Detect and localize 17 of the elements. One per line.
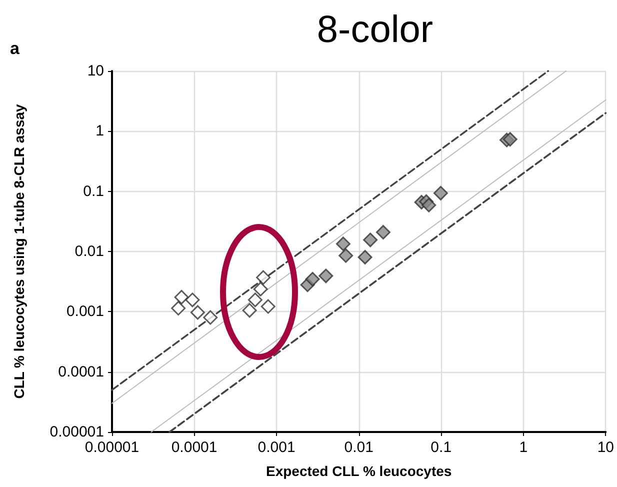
y-tick-label: 0.001 <box>66 303 104 320</box>
x-tick-label: 0.0001 <box>171 439 218 456</box>
y-axis-title: CLL % leucocytes using 1-tube 8-CLR assay <box>11 104 27 399</box>
y-tick-label: 10 <box>87 62 104 80</box>
y-tick-label: 0.1 <box>83 182 104 200</box>
chart-title: 8-color <box>316 9 434 51</box>
x-tick-label: 1 <box>519 439 528 456</box>
y-tick-label: 0.01 <box>74 243 104 260</box>
x-axis-title: Expected CLL % leucocytes <box>266 463 452 479</box>
y-tick-label: 0.00001 <box>50 424 104 440</box>
y-tick-label: 0.0001 <box>58 363 104 380</box>
x-tick-label: 10 <box>597 439 614 456</box>
x-tick-label: 0.1 <box>430 439 452 456</box>
x-tick-label: 0.01 <box>344 439 374 456</box>
y-tick-label: 1 <box>96 122 104 140</box>
x-tick-label: 0.001 <box>258 439 296 456</box>
text: a <box>10 39 20 58</box>
